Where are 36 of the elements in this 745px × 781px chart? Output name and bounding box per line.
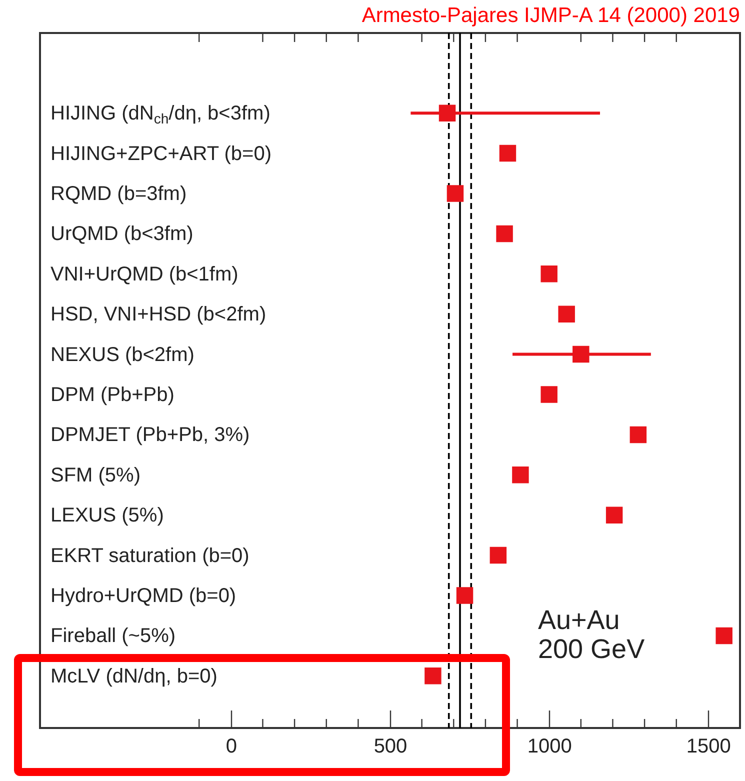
point <box>558 306 575 322</box>
point <box>540 266 558 282</box>
x-tick-label: 1000 <box>527 736 572 758</box>
x-tick-label: 500 <box>374 736 408 758</box>
x-tick-label: 0 <box>226 736 237 758</box>
y-tick-label: HSD, VNI+HSD (b<2fm) <box>50 304 266 326</box>
y-tick-label: EKRT saturation (b=0) <box>50 544 250 567</box>
point <box>456 587 474 604</box>
y-tick-label: SFM (5%) <box>50 464 140 486</box>
x-tick-label: 1500 <box>686 736 731 758</box>
y-tick-label: VNI+UrQMD (b<1fm) <box>50 263 238 286</box>
annotation: Au+Au 200 GeV <box>538 605 645 664</box>
point <box>630 426 647 444</box>
y-tick-label: RQMD (b=3fm) <box>50 183 187 205</box>
y-tick-label: Hydro+UrQMD (b=0) <box>50 585 236 607</box>
y-tick-label: UrQMD (b<3fm) <box>50 223 194 246</box>
point <box>438 104 456 122</box>
point <box>446 185 464 202</box>
y-tick-label: DPM (Pb+Pb) <box>50 384 174 406</box>
y-tick-label: LEXUS (5%) <box>50 504 164 527</box>
point <box>540 386 558 403</box>
point <box>606 506 623 524</box>
point <box>496 225 513 242</box>
y-tick-label: HIJING (dN$_{ch}$/dη, b<3fm) <box>50 102 270 127</box>
point <box>424 668 442 684</box>
y-tick-label: HIJING+ZPC+ART (b=0) <box>50 142 272 165</box>
point <box>512 466 529 484</box>
y-tick-label: McLV (dN/dη, b=0) <box>50 665 218 688</box>
text: Armesto-Pajares IJMP-A 14 (2000) 2019 <box>362 4 740 28</box>
y-tick-label: Fireball (~5%) <box>50 625 176 648</box>
point <box>499 144 516 162</box>
point <box>572 346 590 363</box>
point <box>716 627 732 644</box>
point <box>490 546 507 564</box>
y-tick-label: NEXUS (b<2fm) <box>50 344 194 366</box>
y-tick-label: DPMJET (Pb+Pb, 3%) <box>50 424 250 446</box>
